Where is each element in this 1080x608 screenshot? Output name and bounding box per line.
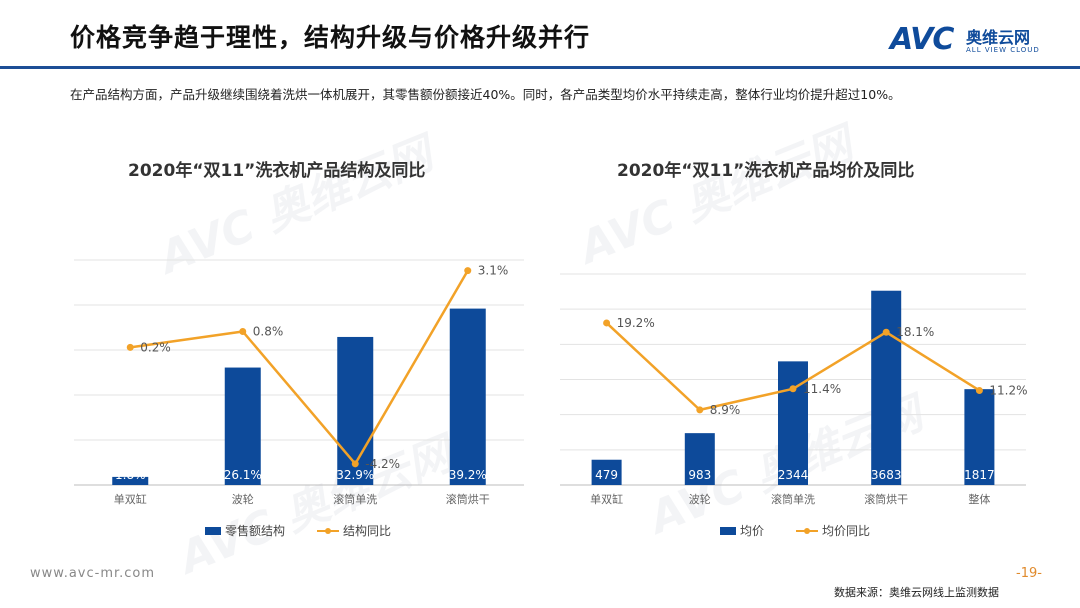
bar [964,389,995,485]
logo-en: ALL VIEW CLOUD [966,46,1040,54]
line-value-label: 0.2% [140,340,171,354]
brand-logo: AVC 奥维云网 ALL VIEW CLOUD [890,22,1060,60]
bar-value-label: 983 [688,468,711,482]
line-point [975,386,983,394]
header-divider [0,66,1080,69]
footer-url: www.avc-mr.com [30,566,156,581]
line-value-label: 0.8% [253,324,284,338]
chart2-legend: 均价 均价同比 [720,522,888,539]
category-label: 滚筒烘干 [446,492,490,506]
line-value-label: 19.2% [617,316,655,330]
legend-bar-swatch [720,526,736,535]
line-value-label: 11.4% [803,382,841,396]
category-label: 波轮 [689,492,711,506]
logo-brand: AVC [890,22,954,57]
logo-cn: 奥维云网 [966,28,1031,47]
bar [112,476,149,485]
bar [778,361,808,485]
bar-value-label: 479 [595,468,618,482]
category-label: 整体 [968,492,990,506]
bar-value-label: 1817 [964,468,995,482]
page-number: -19- [1016,566,1042,581]
line-point [603,319,611,327]
line-point [464,267,472,275]
line-value-label: 3.1% [478,264,509,278]
chart1-title: 2020年“双11”洗衣机产品结构及同比 [128,161,426,181]
line-value-label: -4.2% [365,457,400,471]
bar [871,290,902,485]
line-point [239,327,247,335]
chart-price: 479 单双缸 983 波轮 2344 滚筒单洗 3683 滚筒烘干 1817 整体 19.2% 8.… [560,273,1028,506]
bar-value-label: 32.9% [336,468,374,482]
line-point [351,460,359,468]
legend-label: 均价 [740,524,765,538]
legend-item-line: 均价同比 [790,522,870,539]
summary-text: 在产品结构方面，产品升级继续围绕着洗烘一体机展开，其零售额份额接近40%。同时，… [70,87,901,102]
bar [449,308,486,485]
category-label: 滚筒烘干 [864,492,908,506]
chart1-legend: 零售额结构 结构同比 [205,522,409,539]
category-label: 单双缸 [590,492,623,506]
chart-structure: 1.8% 单双缸 26.1% 波轮 32.9% 滚筒单洗 39.2% 滚筒烘干 0.2% 0.8%… [74,259,524,506]
line-value-label: 11.2% [989,383,1027,397]
legend-line-swatch [317,527,340,534]
category-label: 滚筒单洗 [333,492,377,506]
category-label: 滚筒单洗 [771,492,815,506]
chart2-title: 2020年“双11”洗衣机产品均价及同比 [617,161,915,181]
bar-value-label: 1.8% [115,468,146,482]
legend-line-swatch [796,527,819,534]
bar [591,459,622,485]
legend-bar-swatch [205,526,221,535]
bar [684,433,715,485]
line-value-label: 8.9% [710,403,741,417]
category-label: 单双缸 [114,492,147,506]
bar-value-label: 39.2% [449,468,487,482]
legend-item-bar: 均价 [720,522,764,539]
line-point [882,328,890,336]
legend-label: 均价同比 [822,524,871,538]
category-label: 波轮 [232,492,254,506]
legend-item-bar: 零售额结构 [205,522,285,539]
data-source: 数据来源：奥维云网线上监测数据 [834,586,999,599]
line-point [696,406,704,414]
line-value-label: 18.1% [896,325,934,339]
bar [224,367,261,485]
bar-value-label: 3683 [871,468,902,482]
bar-value-label: 26.1% [224,468,262,482]
legend-item-line: 结构同比 [311,522,391,539]
line-point [789,385,797,393]
line-point [126,343,134,351]
legend-label: 结构同比 [343,524,392,538]
line-series [130,269,469,466]
page-title: 价格竞争趋于理性，结构升级与价格升级并行 [70,23,591,52]
bar-value-label: 2344 [778,468,809,482]
legend-label: 零售额结构 [225,524,286,538]
